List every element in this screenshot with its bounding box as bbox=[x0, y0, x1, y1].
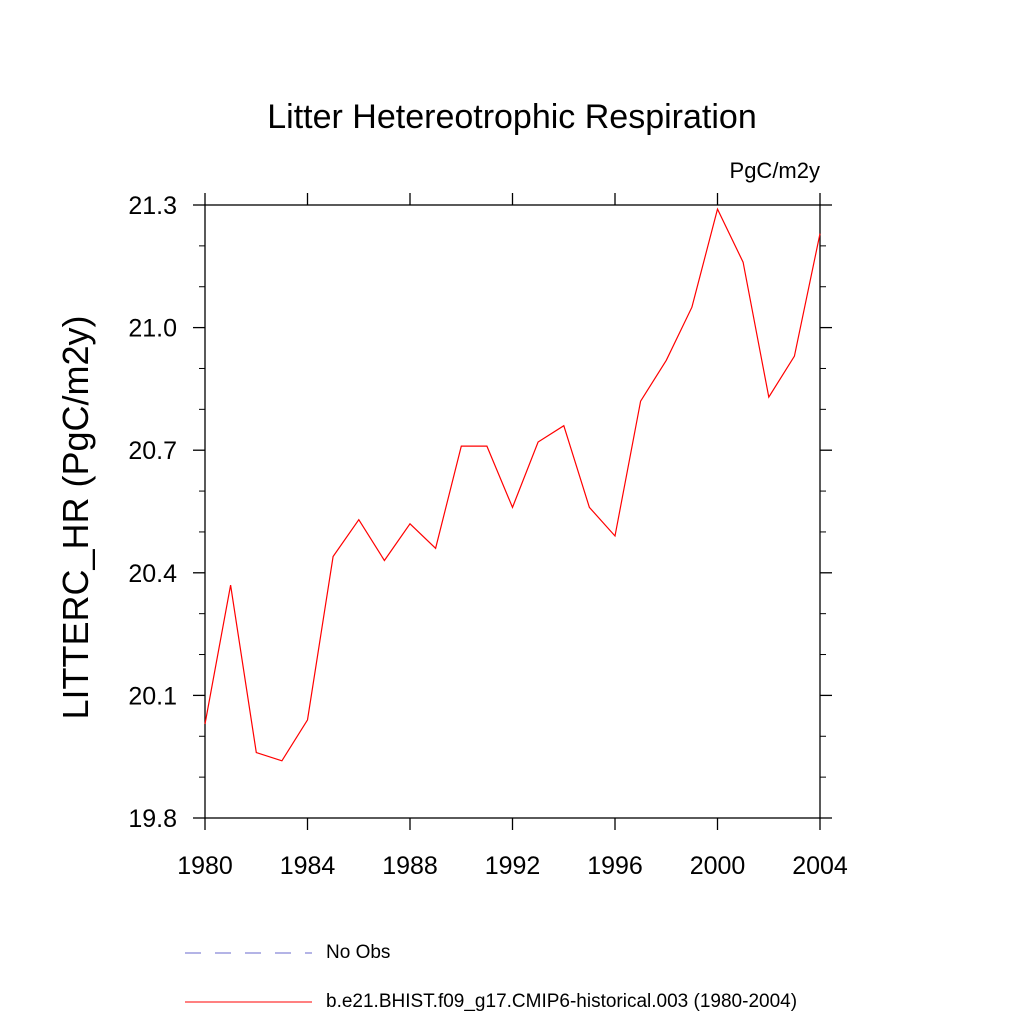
y-axis-label: LITTERC_HR (PgC/m2y) bbox=[55, 315, 96, 719]
y-tick-label: 21.3 bbox=[128, 192, 177, 220]
x-tick-label: 1988 bbox=[382, 852, 438, 880]
y-tick-label: 20.4 bbox=[128, 560, 177, 588]
x-tick-label: 2000 bbox=[690, 852, 746, 880]
x-tick-label: 1992 bbox=[485, 852, 541, 880]
y-tick-label: 21.0 bbox=[128, 315, 177, 343]
y-tick-label: 19.8 bbox=[128, 805, 177, 833]
chart-title: Litter Hetereotrophic Respiration bbox=[267, 98, 757, 136]
plot-frame bbox=[204, 204, 821, 819]
x-tick-label: 2004 bbox=[792, 852, 848, 880]
y-tick-label: 20.7 bbox=[128, 437, 177, 465]
legend-label-historical: b.e21.BHIST.f09_g17.CMIP6-historical.003… bbox=[326, 991, 798, 1012]
legend-label-no-obs: No Obs bbox=[326, 942, 391, 963]
x-tick-label: 1984 bbox=[280, 852, 336, 880]
x-tick-label: 1980 bbox=[177, 852, 233, 880]
x-tick-label: 1996 bbox=[587, 852, 643, 880]
y-tick-label: 20.1 bbox=[128, 682, 177, 710]
series-line-historical bbox=[204, 207, 821, 762]
units-label: PgC/m2y bbox=[729, 158, 820, 183]
